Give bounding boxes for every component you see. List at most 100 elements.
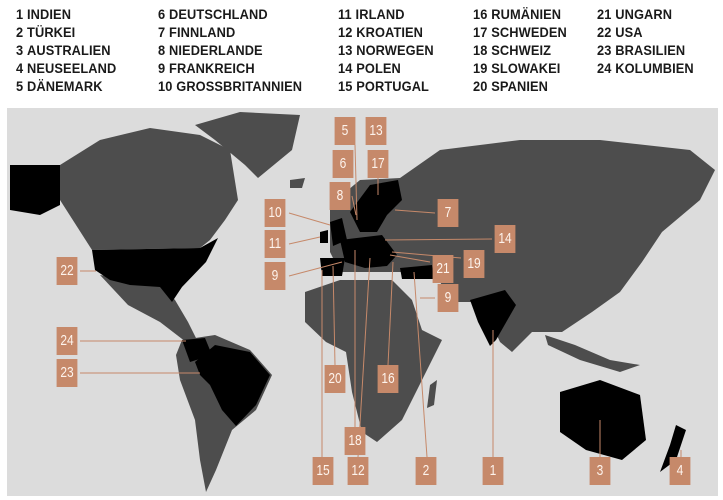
australia (560, 380, 646, 460)
legend-number: 14 (338, 61, 353, 76)
label-box: 22 (56, 257, 78, 285)
legend-number: 3 (16, 43, 24, 58)
legend-number: 23 (597, 43, 612, 58)
label-box: 5 (334, 117, 356, 145)
label-box: 20 (324, 365, 346, 393)
legend-number: 1 (16, 7, 24, 22)
legend-number: 24 (597, 61, 612, 76)
label-box: 18 (344, 427, 366, 455)
legend-column: 11 IRLAND 12 KROATIEN 13 NORWEGEN 14 POLEN 1… (338, 6, 439, 96)
label-box: 14 (494, 225, 516, 253)
greenland (195, 112, 300, 178)
legend-item: 8 NIEDERLANDE (158, 42, 302, 60)
legend-item: 15 PORTUGAL (338, 78, 434, 96)
legend-country: NIEDERLANDE (169, 43, 263, 58)
legend-number: 13 (338, 43, 353, 58)
label-box: 3 (589, 457, 611, 485)
legend-item: 10 GROSSBRITANNIEN (158, 78, 302, 96)
legend-number: 5 (16, 79, 24, 94)
legend-number: 2 (16, 25, 24, 40)
legend-country: INDIEN (27, 7, 72, 22)
label-box: 19 (463, 250, 485, 278)
legend-item: 2 TÜRKEI (16, 24, 116, 42)
legend-number: 17 (473, 25, 488, 40)
legend-column: 6 DEUTSCHLAND 7 FINNLAND 8 NIEDERLANDE 9 FRA… (158, 6, 310, 96)
legend-number: 7 (158, 25, 166, 40)
legend-country: IRLAND (355, 7, 405, 22)
legend-country: FRANKREICH (169, 61, 255, 76)
legend-item: 22 USA (597, 24, 694, 42)
legend-country: DEUTSCHLAND (169, 7, 268, 22)
alaska (10, 165, 60, 215)
legend-item: 12 KROATIEN (338, 24, 434, 42)
india (470, 290, 516, 346)
legend-item: 13 NORWEGEN (338, 42, 434, 60)
label-box: 16 (377, 365, 399, 393)
land-masses (60, 112, 715, 492)
label-box: 11 (264, 230, 286, 258)
legend-country: KROATIEN (356, 25, 424, 40)
legend-country: PORTUGAL (356, 79, 429, 94)
legend-number: 12 (338, 25, 353, 40)
legend-country: AUSTRALIEN (27, 43, 111, 58)
legend-item: 1 INDIEN (16, 6, 116, 24)
legend-item: 3 AUSTRALIEN (16, 42, 116, 60)
label-box: 4 (669, 457, 691, 485)
legend-item: 24 KOLUMBIEN (597, 60, 694, 78)
label-box: 9 (264, 262, 286, 290)
legend-country: UNGARN (615, 7, 673, 22)
legend-country: USA (615, 25, 643, 40)
eurasia (330, 140, 715, 352)
label-box: 23 (56, 359, 78, 387)
legend-country: SCHWEDEN (491, 25, 567, 40)
legend-item: 19 SLOWAKEI (473, 60, 567, 78)
legend-number: 11 (338, 7, 352, 22)
label-box: 12 (347, 457, 369, 485)
legend-item: 5 DÄNEMARK (16, 78, 116, 96)
legend-item: 23 BRASILIEN (597, 42, 694, 60)
legend-column: 21 UNGARN 22 USA 23 BRASILIEN 24 KOLUMBIEN (597, 6, 699, 78)
label-box: 15 (312, 457, 334, 485)
legend: 1 INDIEN 2 TÜRKEI 3 AUSTRALIEN 4 NEUSEELAND … (0, 6, 723, 102)
label-box: 2 (415, 457, 437, 485)
central-europe (340, 235, 397, 268)
legend-item: 7 FINNLAND (158, 24, 302, 42)
new-zealand (660, 425, 686, 472)
turkey (400, 265, 434, 279)
legend-number: 4 (16, 61, 24, 76)
legend-item: 11 IRLAND (338, 6, 434, 24)
legend-country: NEUSEELAND (27, 61, 117, 76)
legend-country: NORWEGEN (356, 43, 434, 58)
legend-country: POLEN (356, 61, 401, 76)
legend-item: 14 POLEN (338, 60, 434, 78)
legend-item: 6 DEUTSCHLAND (158, 6, 302, 24)
legend-country: SLOWAKEI (491, 61, 561, 76)
brazil (195, 345, 270, 426)
legend-country: SCHWEIZ (491, 43, 552, 58)
legend-number: 9 (158, 61, 166, 76)
indonesia (545, 335, 640, 372)
legend-number: 10 (158, 79, 173, 94)
legend-number: 6 (158, 7, 166, 22)
label-box: 13 (365, 117, 387, 145)
legend-column: 16 RUMÄNIEN 17 SCHWEDEN 18 SCHWEIZ 19 SLOWAK… (473, 6, 572, 96)
legend-country: KOLUMBIEN (615, 61, 694, 76)
legend-number: 15 (338, 79, 353, 94)
legend-country: BRASILIEN (615, 43, 686, 58)
legend-item: 9 FRANKREICH (158, 60, 302, 78)
legend-number: 8 (158, 43, 166, 58)
legend-country: GROSSBRITANNIEN (176, 79, 303, 94)
usa (92, 238, 218, 302)
label-box: 7 (437, 199, 459, 227)
madagascar (427, 380, 437, 408)
legend-item: 21 UNGARN (597, 6, 694, 24)
label-box: 10 (264, 199, 286, 227)
scandinavia (350, 180, 402, 232)
label-box: 21 (432, 255, 454, 283)
africa (305, 280, 442, 442)
legend-number: 18 (473, 43, 488, 58)
legend-country: RUMÄNIEN (491, 7, 562, 22)
label-box: 1 (482, 457, 504, 485)
label-box: 9 (437, 284, 459, 312)
great-britain (330, 218, 347, 246)
